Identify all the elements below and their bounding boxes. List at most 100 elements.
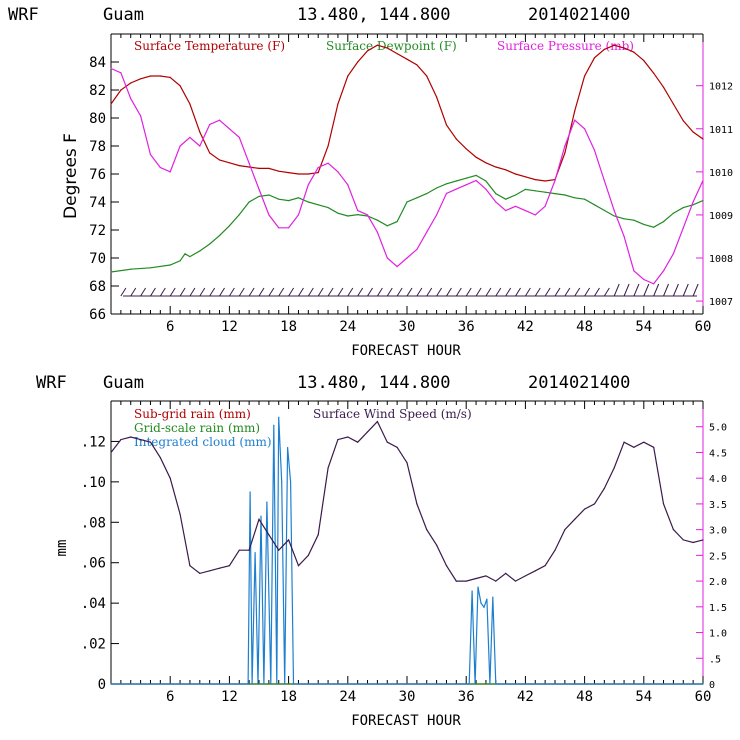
data-point xyxy=(489,683,491,685)
wind-barb xyxy=(238,287,245,297)
data-point xyxy=(436,214,438,216)
data-point xyxy=(179,85,181,87)
data-point xyxy=(485,162,487,164)
data-point xyxy=(495,683,497,685)
data-point xyxy=(347,215,349,217)
wind-barb xyxy=(327,287,334,297)
y-tick-label: 80 xyxy=(89,111,106,127)
data-point xyxy=(505,572,507,574)
data-point xyxy=(653,226,655,228)
data-point xyxy=(584,128,586,130)
data-point xyxy=(593,204,596,206)
data-point xyxy=(307,201,309,203)
data-point xyxy=(347,436,349,438)
data-point xyxy=(505,169,507,171)
y-tick-label: .10 xyxy=(81,475,106,491)
data-point xyxy=(662,221,665,223)
data-point xyxy=(347,75,349,77)
data-point xyxy=(495,193,497,195)
wind-barb xyxy=(228,287,235,297)
data-point xyxy=(189,103,191,105)
wind-barb xyxy=(672,283,679,297)
wind-barb xyxy=(298,287,304,297)
wind-barb xyxy=(120,287,127,297)
data-point xyxy=(593,149,596,151)
data-point xyxy=(169,477,171,479)
data-point xyxy=(465,184,467,186)
data-point xyxy=(258,167,260,169)
data-point xyxy=(524,188,527,190)
data-point xyxy=(574,110,576,112)
data-point xyxy=(416,503,418,505)
wind-barb xyxy=(159,287,166,297)
y-tick-label: .12 xyxy=(81,434,106,450)
data-point xyxy=(149,75,152,77)
data-point xyxy=(278,416,280,418)
wind-barb xyxy=(376,287,383,297)
x-tick-label: 12 xyxy=(221,319,238,335)
data-point xyxy=(327,162,329,164)
data-point xyxy=(140,438,142,441)
data-point xyxy=(317,204,319,206)
y2-tick-label: 0 xyxy=(709,680,715,691)
data-point xyxy=(554,549,556,551)
y2-tick-label: 1011 xyxy=(709,125,733,136)
data-point xyxy=(702,138,704,140)
data-point xyxy=(534,179,536,181)
wind-barb xyxy=(347,287,354,297)
data-point xyxy=(474,683,476,685)
data-point xyxy=(633,51,635,53)
data-point xyxy=(247,683,249,685)
data-point xyxy=(702,539,704,541)
data-point xyxy=(662,270,665,272)
data-point xyxy=(633,219,635,221)
panel1-init-time: 2014021400 xyxy=(528,5,630,25)
data-point xyxy=(475,174,477,176)
data-point xyxy=(110,451,112,454)
y-tick-label: 72 xyxy=(89,223,106,239)
data-point xyxy=(643,441,645,443)
wind-barb xyxy=(219,287,225,297)
wind-barb xyxy=(337,287,344,297)
wind-barb xyxy=(534,287,541,297)
x-tick-label: 6 xyxy=(166,689,174,705)
data-point xyxy=(574,119,576,121)
panel1-location: Guam xyxy=(103,5,144,25)
data-point xyxy=(643,60,645,62)
data-point xyxy=(228,162,230,164)
data-point xyxy=(386,225,388,227)
data-point xyxy=(337,103,339,105)
data-point xyxy=(465,177,467,179)
data-point xyxy=(199,250,201,252)
data-point xyxy=(169,264,171,266)
y2-tick-label: 1009 xyxy=(709,211,733,222)
series-line-0 xyxy=(110,44,704,182)
data-point xyxy=(149,267,152,269)
data-point xyxy=(574,518,576,520)
data-point xyxy=(386,257,388,259)
data-point xyxy=(278,227,280,229)
data-point xyxy=(672,103,675,105)
x-tick-label: 12 xyxy=(221,689,238,705)
data-point xyxy=(110,271,112,273)
x-tick-label: 42 xyxy=(517,689,534,705)
data-point xyxy=(297,214,300,216)
data-point xyxy=(179,513,181,515)
data-point xyxy=(317,166,319,169)
data-point xyxy=(492,596,494,598)
data-point xyxy=(257,683,259,685)
data-point xyxy=(514,173,517,175)
data-point xyxy=(416,248,418,250)
data-point xyxy=(258,188,260,190)
wind-barb xyxy=(574,287,581,297)
data-point xyxy=(248,201,250,203)
data-point xyxy=(426,231,428,233)
y2-tick-label: 1.0 xyxy=(709,629,727,640)
data-point xyxy=(643,278,645,281)
data-point xyxy=(189,136,191,138)
data-point xyxy=(278,170,280,172)
data-point xyxy=(357,210,359,212)
data-point xyxy=(248,549,250,551)
data-point xyxy=(672,253,675,255)
y-tick-label: 82 xyxy=(89,83,106,99)
